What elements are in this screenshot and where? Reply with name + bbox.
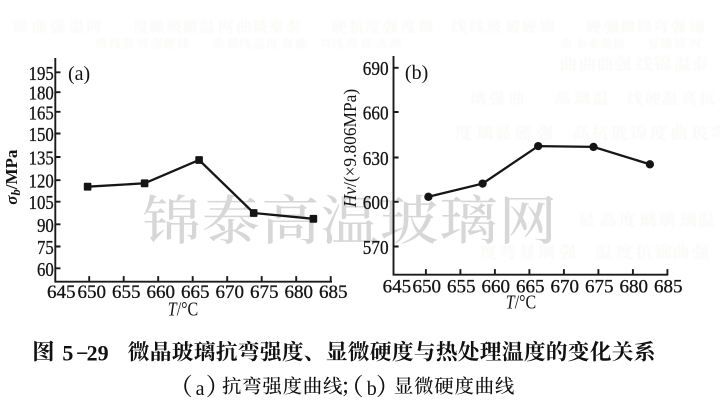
svg-text:180: 180 bbox=[29, 82, 54, 104]
svg-text:75: 75 bbox=[37, 237, 54, 259]
svg-text:675: 675 bbox=[250, 282, 279, 303]
svg-text:655: 655 bbox=[112, 282, 141, 303]
svg-text:60: 60 bbox=[37, 258, 54, 280]
svg-text:670: 670 bbox=[216, 282, 245, 303]
svg-text:5−29: 5 −29 bbox=[62, 340, 108, 365]
svg-text:650: 650 bbox=[78, 282, 107, 303]
svg-text:670: 670 bbox=[550, 277, 579, 298]
svg-text:T/°C: T/°C bbox=[506, 291, 536, 313]
svg-text:b: b bbox=[367, 378, 377, 400]
svg-text:680: 680 bbox=[619, 277, 648, 298]
svg-text:Hv/(×9.806MPa): Hv/(×9.806MPa) bbox=[340, 89, 360, 209]
svg-text:195: 195 bbox=[29, 62, 54, 84]
svg-text:690: 690 bbox=[363, 58, 389, 81]
svg-text:165: 165 bbox=[29, 102, 54, 124]
svg-text:645: 645 bbox=[383, 277, 412, 298]
svg-text:(b): (b) bbox=[405, 62, 428, 84]
svg-text:120: 120 bbox=[29, 170, 54, 192]
svg-text:660: 660 bbox=[147, 282, 176, 303]
svg-text:665: 665 bbox=[516, 277, 545, 298]
svg-text:685: 685 bbox=[654, 277, 683, 298]
svg-text:90: 90 bbox=[37, 214, 54, 236]
svg-text:680: 680 bbox=[285, 282, 314, 303]
svg-text:(a): (a) bbox=[68, 63, 90, 85]
svg-text:675: 675 bbox=[585, 277, 614, 298]
svg-text:σb/MPa: σb/MPa bbox=[2, 149, 23, 205]
svg-text:645: 645 bbox=[47, 282, 76, 303]
svg-text:660: 660 bbox=[481, 277, 510, 298]
svg-text:570: 570 bbox=[363, 237, 389, 260]
svg-text:655: 655 bbox=[447, 277, 476, 298]
svg-text:a: a bbox=[196, 378, 205, 400]
svg-text:650: 650 bbox=[412, 277, 441, 298]
svg-text:600: 600 bbox=[363, 192, 389, 215]
svg-text:665: 665 bbox=[181, 282, 210, 303]
svg-text:660: 660 bbox=[363, 102, 389, 125]
svg-text:T/°C: T/°C bbox=[168, 298, 198, 320]
svg-text:135: 135 bbox=[29, 147, 54, 169]
svg-text:105: 105 bbox=[29, 192, 54, 214]
svg-text:685: 685 bbox=[319, 282, 348, 303]
svg-text:630: 630 bbox=[363, 148, 389, 171]
svg-text:150: 150 bbox=[29, 124, 54, 146]
